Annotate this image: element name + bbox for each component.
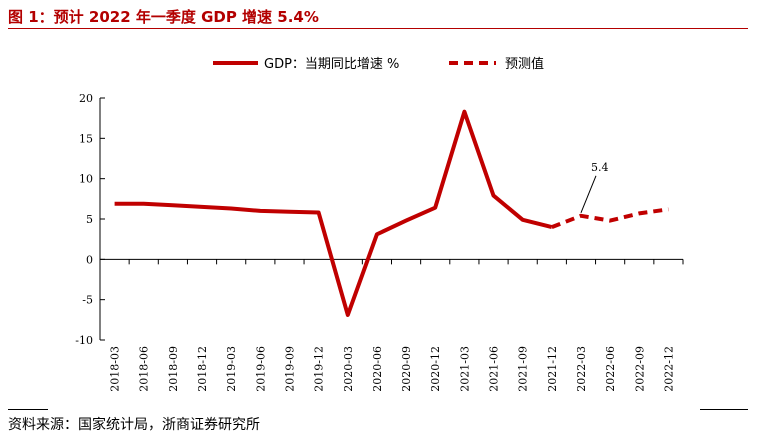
x-tick-label: 2018-12 xyxy=(196,346,209,392)
source-divider xyxy=(8,409,48,410)
annotation-label: 5.4 xyxy=(591,161,609,174)
annotation-leader xyxy=(580,175,597,213)
x-tick-label: 2019-12 xyxy=(313,346,326,392)
title-divider xyxy=(8,28,748,29)
x-tick-label: 2022-09 xyxy=(633,346,646,392)
x-tick-label: 2021-06 xyxy=(488,346,501,392)
y-tick-label: -10 xyxy=(75,334,93,347)
x-tick-label: 2021-03 xyxy=(458,346,471,392)
x-tick-label: 2020-03 xyxy=(342,346,355,392)
legend: GDP：当期同比增速 % 预测值 xyxy=(213,56,544,72)
x-tick-label: 2022-12 xyxy=(662,346,675,392)
y-tick-label: 0 xyxy=(86,253,93,266)
y-tick-label: 20 xyxy=(79,92,93,105)
x-tick-label: 2021-09 xyxy=(517,346,530,392)
legend-label-forecast: 预测值 xyxy=(505,56,544,72)
x-tick-label: 2022-06 xyxy=(604,346,617,392)
x-tick-label: 2019-06 xyxy=(254,346,267,392)
source-note: 资料来源：国家统计局，浙商证券研究所 xyxy=(8,417,260,433)
x-tick-label: 2020-06 xyxy=(371,346,384,392)
series-line-1 xyxy=(551,207,669,229)
series-line-0 xyxy=(114,109,553,317)
y-tick-label: 15 xyxy=(79,132,93,145)
x-tick-label: 2019-03 xyxy=(225,346,238,392)
axes: -10 -5 0 5 10 15 20 2018-03 2018-06 2018-09 2018-1… xyxy=(75,92,684,392)
x-tick-label: 2018-06 xyxy=(138,346,151,392)
x-tick-label: 2020-09 xyxy=(400,346,413,392)
y-tick-label: 10 xyxy=(79,173,93,186)
x-tick-label: 2018-03 xyxy=(109,346,122,392)
legend-label-gdp: GDP：当期同比增速 % xyxy=(264,57,399,72)
plot-area: 5.4 xyxy=(114,109,669,317)
x-tick-label: 2020-12 xyxy=(429,346,442,392)
x-tick-label: 2019-09 xyxy=(283,346,296,392)
x-tick-label: 2022-03 xyxy=(575,346,588,392)
chart-title: 图 1：预计 2022 年一季度 GDP 增速 5.4% xyxy=(8,8,319,26)
x-tick-label: 2021-12 xyxy=(546,346,559,392)
source-divider-right xyxy=(700,409,748,410)
y-tick-label: 5 xyxy=(86,213,93,226)
x-tick-label: 2018-09 xyxy=(167,346,180,392)
y-tick-label: -5 xyxy=(82,294,93,307)
